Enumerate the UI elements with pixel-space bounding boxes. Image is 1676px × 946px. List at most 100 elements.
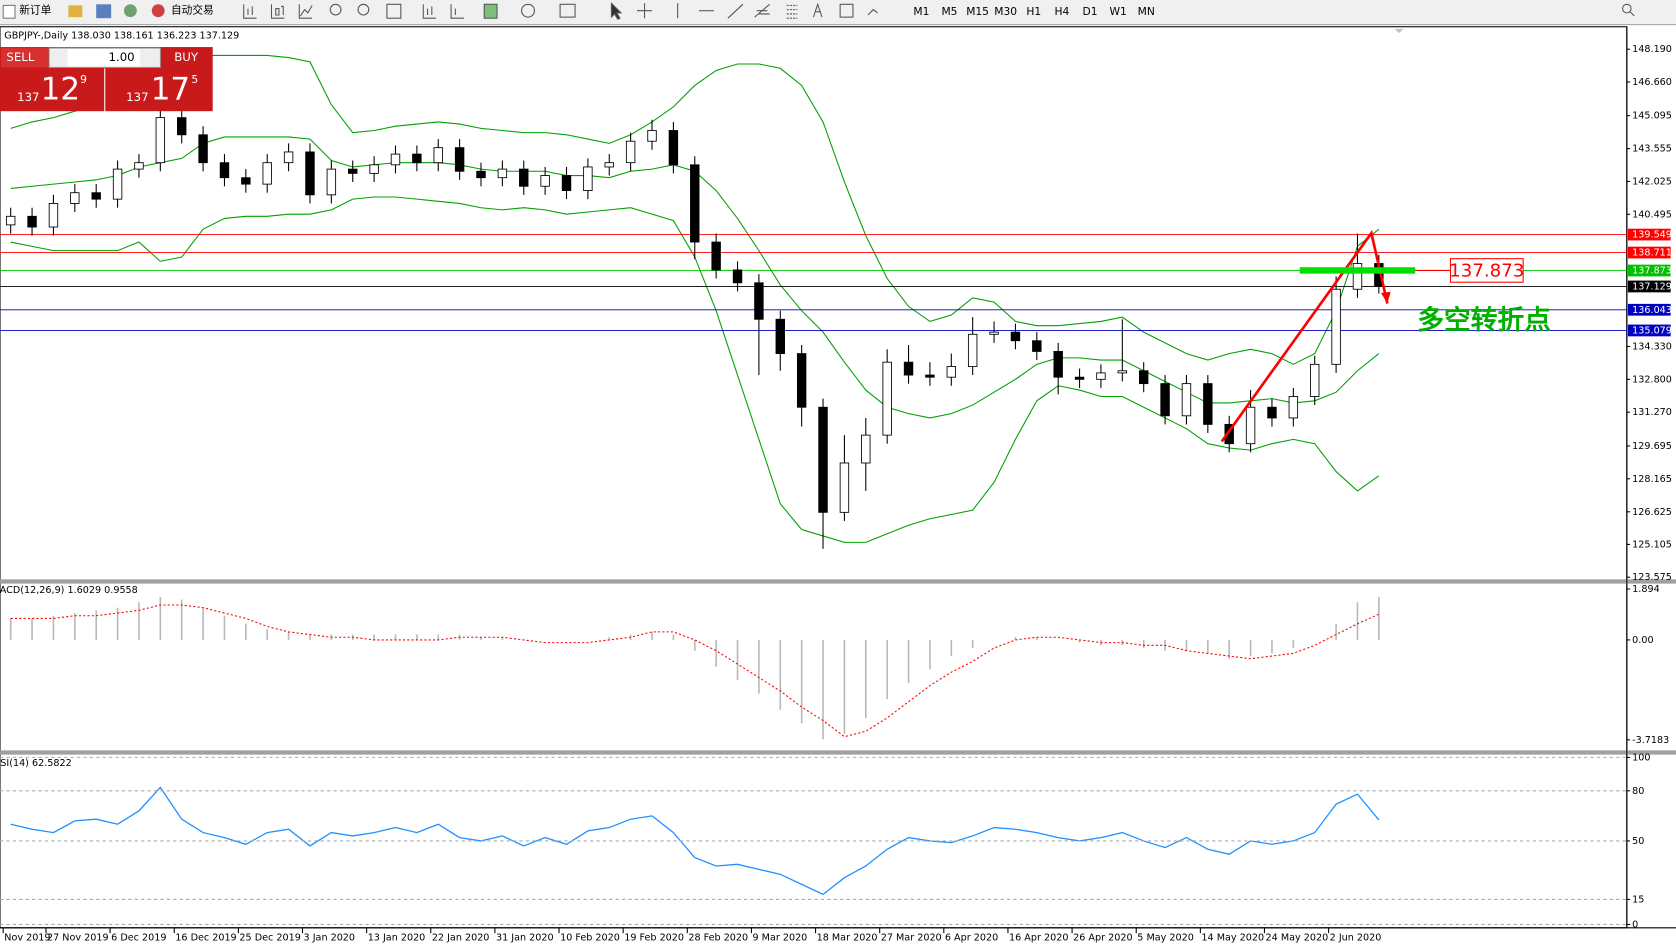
toolbar-icons[interactable] bbox=[243, 1, 1635, 20]
candle-body bbox=[1160, 383, 1170, 417]
candle-body bbox=[882, 361, 892, 436]
timeframe-button[interactable]: D1 bbox=[1083, 5, 1098, 18]
auto-trading-button[interactable]: 自动交易 bbox=[151, 4, 214, 18]
x-tick-label: 27 Nov 2019 bbox=[47, 932, 109, 943]
x-tick-label: 14 May 2020 bbox=[1201, 932, 1264, 943]
candle-body bbox=[1074, 376, 1085, 380]
icon[interactable] bbox=[422, 4, 437, 19]
icon[interactable] bbox=[610, 1, 623, 20]
candle-body bbox=[1010, 331, 1021, 342]
buy-label[interactable]: BUY bbox=[174, 50, 199, 64]
candle-body bbox=[262, 162, 272, 185]
bid-small[interactable]: 9 bbox=[80, 73, 87, 86]
candle-body bbox=[647, 130, 657, 142]
candle-body bbox=[198, 134, 208, 164]
level-box bbox=[1627, 228, 1671, 241]
pane-separator bbox=[0, 750, 1676, 755]
callout-box bbox=[1449, 258, 1524, 283]
x-tick-label: 18 Mar 2020 bbox=[817, 932, 878, 943]
icon[interactable] bbox=[386, 3, 402, 19]
icon[interactable] bbox=[637, 3, 653, 19]
timeframe-button[interactable]: M15 bbox=[966, 5, 989, 18]
candle-body bbox=[497, 168, 508, 179]
candle-body bbox=[1352, 263, 1363, 290]
timeframe-button[interactable]: MN bbox=[1138, 5, 1155, 18]
candle-body bbox=[1224, 423, 1234, 445]
rsi-pane bbox=[10, 786, 1380, 896]
candle-body bbox=[1096, 372, 1106, 380]
icon[interactable] bbox=[521, 3, 535, 18]
icon[interactable] bbox=[1622, 3, 1632, 14]
candle-body bbox=[155, 117, 166, 164]
x-tick-label: 13 Jan 2020 bbox=[368, 932, 426, 943]
icon[interactable] bbox=[298, 4, 313, 19]
icon[interactable] bbox=[123, 4, 137, 18]
lots-value[interactable]: 1.00 bbox=[109, 50, 135, 64]
spin-down[interactable] bbox=[50, 49, 68, 67]
candle-body bbox=[561, 175, 572, 191]
chart-area bbox=[0, 26, 1628, 929]
timeframe-button[interactable]: M5 bbox=[941, 5, 957, 18]
candle-body bbox=[1288, 396, 1299, 419]
timeframe-button[interactable]: M30 bbox=[994, 5, 1017, 18]
bid-main[interactable]: 12 bbox=[41, 71, 80, 107]
y-tick-label: 132.800 bbox=[1632, 374, 1672, 385]
icon[interactable] bbox=[450, 4, 464, 19]
x-tick-label: 5 May 2020 bbox=[1137, 932, 1194, 943]
y-tick-label: 80 bbox=[1632, 786, 1644, 797]
pivot-annotation: 多空转折点 bbox=[1417, 304, 1551, 336]
x-tick-label: 3 Jan 2020 bbox=[304, 932, 355, 943]
icon[interactable] bbox=[812, 2, 823, 18]
x-tick-label: Nov 2019 bbox=[4, 932, 50, 943]
icon[interactable] bbox=[243, 4, 257, 19]
icon[interactable] bbox=[483, 3, 498, 19]
icon[interactable] bbox=[786, 4, 798, 19]
icon[interactable] bbox=[329, 3, 342, 16]
candle-body bbox=[1181, 383, 1192, 417]
timeframe-button[interactable]: W1 bbox=[1109, 5, 1126, 18]
ask-big[interactable]: 137 bbox=[126, 90, 148, 104]
y-tick-label: 0 bbox=[1632, 919, 1638, 930]
icon[interactable] bbox=[96, 4, 112, 19]
timeframe-button[interactable]: M1 bbox=[913, 5, 929, 18]
bid-big[interactable]: 137 bbox=[17, 90, 39, 104]
timeframe-button[interactable]: H1 bbox=[1026, 5, 1041, 18]
icon[interactable] bbox=[867, 8, 878, 16]
ask-small[interactable]: 5 bbox=[191, 73, 198, 86]
icon[interactable] bbox=[1629, 11, 1635, 17]
x-tick-label: 9 Mar 2020 bbox=[752, 932, 807, 943]
candle-body bbox=[625, 140, 636, 164]
candle-body bbox=[732, 269, 743, 284]
timeframe-button[interactable]: H4 bbox=[1055, 5, 1070, 18]
icon[interactable] bbox=[727, 3, 744, 19]
x-tick-label: 19 Feb 2020 bbox=[624, 932, 684, 943]
rsi-line bbox=[10, 786, 1380, 896]
icon[interactable] bbox=[270, 4, 285, 19]
icon[interactable] bbox=[357, 3, 370, 16]
candle-body bbox=[219, 162, 230, 179]
spin-up[interactable] bbox=[140, 49, 160, 67]
icon bbox=[151, 4, 165, 18]
candle-body bbox=[967, 333, 978, 367]
main-pane bbox=[0, 54, 1627, 549]
candle-body bbox=[177, 117, 187, 136]
lots-input[interactable] bbox=[48, 47, 161, 68]
y-tick-label: 146.660 bbox=[1632, 77, 1672, 88]
icon[interactable] bbox=[839, 3, 854, 18]
candle-body bbox=[134, 162, 144, 170]
icon[interactable] bbox=[754, 3, 770, 18]
level-label: 138.711 bbox=[1632, 248, 1672, 259]
ask-main[interactable]: 17 bbox=[151, 71, 190, 107]
candle-body bbox=[839, 462, 850, 513]
new-order-label[interactable]: 新订单 bbox=[19, 4, 51, 17]
icon[interactable] bbox=[559, 3, 576, 18]
candle-body bbox=[27, 215, 37, 228]
new-order-button[interactable]: 新订单 bbox=[2, 4, 52, 19]
icon[interactable] bbox=[68, 5, 83, 18]
level-label: 137.129 bbox=[1632, 281, 1672, 292]
sell-button[interactable] bbox=[1, 48, 49, 68]
auto-trading-label[interactable]: 自动交易 bbox=[171, 4, 214, 17]
toolbar bbox=[0, 0, 1676, 25]
candle-body bbox=[1331, 288, 1341, 365]
sell-label[interactable]: SELL bbox=[6, 50, 34, 64]
